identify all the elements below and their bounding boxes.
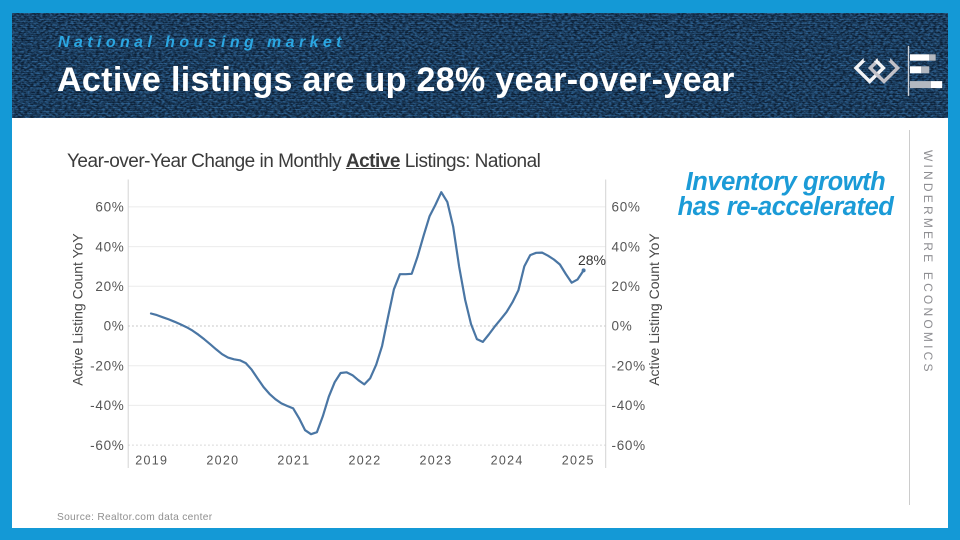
svg-text:60%: 60%	[95, 200, 124, 215]
svg-text:20%: 20%	[95, 279, 124, 294]
svg-text:Active Listing Count YoY: Active Listing Count YoY	[70, 233, 86, 386]
svg-text:Active Listing Count YoY: Active Listing Count YoY	[646, 233, 662, 386]
svg-text:28%: 28%	[578, 252, 606, 268]
svg-text:20%: 20%	[612, 279, 641, 294]
svg-text:0%: 0%	[612, 319, 633, 334]
svg-text:-40%: -40%	[90, 398, 124, 413]
svg-text:40%: 40%	[612, 239, 641, 254]
svg-text:40%: 40%	[95, 239, 124, 254]
svg-text:2020: 2020	[206, 454, 239, 468]
svg-text:2023: 2023	[419, 454, 452, 468]
svg-text:2022: 2022	[348, 454, 381, 468]
svg-text:0%: 0%	[104, 319, 125, 334]
svg-text:60%: 60%	[612, 200, 641, 215]
svg-text:-60%: -60%	[90, 438, 124, 453]
svg-text:2019: 2019	[135, 454, 168, 468]
svg-text:2025: 2025	[562, 454, 595, 468]
svg-text:-60%: -60%	[612, 438, 646, 453]
svg-text:-40%: -40%	[612, 398, 646, 413]
svg-text:-20%: -20%	[612, 358, 646, 373]
svg-text:-20%: -20%	[90, 358, 124, 373]
svg-text:2021: 2021	[277, 454, 310, 468]
svg-text:2024: 2024	[491, 454, 524, 468]
